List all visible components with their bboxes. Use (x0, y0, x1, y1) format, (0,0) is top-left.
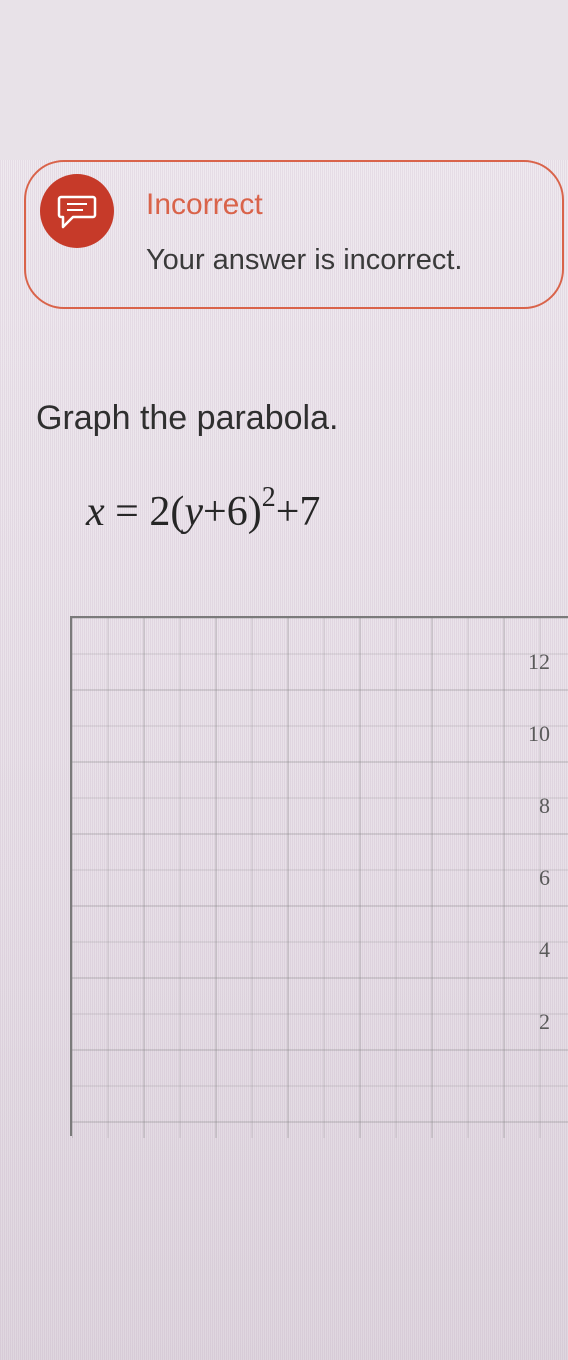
y-tick-label: 2 (539, 1009, 550, 1035)
eq-coeff: 2 (149, 489, 170, 535)
eq-lhs-var: x (86, 489, 105, 535)
y-tick-label: 4 (539, 937, 550, 963)
feedback-speech-icon (40, 174, 114, 248)
eq-outer-const: 7 (299, 489, 320, 535)
y-tick-label: 6 (539, 865, 550, 891)
y-tick-label: 8 (539, 793, 550, 819)
feedback-box: Incorrect Your answer is incorrect. (24, 160, 564, 309)
eq-yvar: y (184, 489, 203, 535)
y-tick-label: 12 (528, 649, 550, 675)
eq-equals: = (115, 489, 139, 535)
question-prompt: Graph the parabola. (36, 399, 568, 438)
grid-lines (72, 618, 568, 1138)
eq-op: + (203, 489, 227, 535)
equation: x = 2(y+6)2+7 (86, 486, 568, 536)
eq-close: ) (248, 489, 262, 535)
eq-inner-const: 6 (227, 489, 248, 535)
y-tick-label: 10 (528, 721, 550, 747)
feedback-title: Incorrect (146, 188, 532, 222)
graph-area[interactable]: 12 10 8 6 4 2 (70, 616, 568, 1136)
feedback-message: Your answer is incorrect. (146, 244, 532, 277)
eq-open: ( (170, 489, 184, 535)
eq-outer-op: + (276, 489, 300, 535)
eq-exp: 2 (262, 482, 276, 513)
